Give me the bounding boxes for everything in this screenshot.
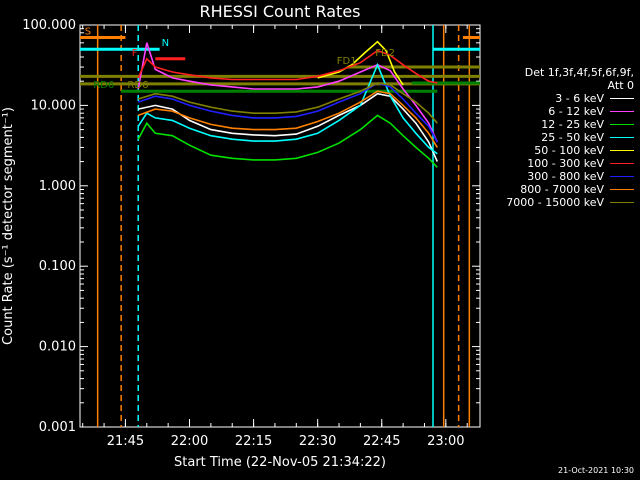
legend-header-line-1: Det 1f,3f,4f,5f,6f,9f, <box>524 66 634 79</box>
y-tick-label: 1.000 <box>39 179 76 194</box>
y-tick-label: 0.010 <box>39 340 76 355</box>
flag-annotation: RD6 <box>93 80 114 91</box>
flag-annotation: FD2 <box>375 48 395 59</box>
legend-item: 12 - 25 keV <box>486 118 634 131</box>
legend-label: 800 - 7000 keV <box>520 183 604 196</box>
legend-item: 25 - 50 keV <box>486 131 634 144</box>
flag-annotation: N <box>162 38 169 49</box>
legend-label: 300 - 800 keV <box>527 170 604 183</box>
legend-label: 6 - 12 keV <box>548 105 604 118</box>
legend-item: 300 - 800 keV <box>486 170 634 183</box>
series-line-0 <box>138 92 439 162</box>
legend-item: 800 - 7000 keV <box>486 183 634 196</box>
x-axis-label: Start Time (22-Nov-05 21:34:22) <box>174 455 386 470</box>
chart-title: RHESSI Count Rates <box>199 2 361 21</box>
series-line-5 <box>137 49 438 84</box>
legend-header-line-2: Att 0 <box>607 79 634 92</box>
series-line-4 <box>317 40 404 86</box>
legend-swatch <box>610 150 634 151</box>
legend-label: 100 - 300 keV <box>527 157 604 170</box>
x-tick-label: 22:45 <box>363 434 400 449</box>
legend-label: 25 - 50 keV <box>541 131 604 144</box>
series-line-2 <box>137 114 438 168</box>
x-tick-label: 22:00 <box>171 434 208 449</box>
y-axis-label: Count Rate (s⁻¹ detector segment⁻¹) <box>1 107 16 345</box>
flag-annotation: F <box>132 48 138 59</box>
x-tick-label: 22:15 <box>235 434 272 449</box>
legend-swatch <box>610 163 634 164</box>
series-line-8 <box>137 82 438 124</box>
series-line-6 <box>137 82 439 143</box>
y-tick-label: 0.100 <box>39 259 76 274</box>
legend-label: 12 - 25 keV <box>541 118 604 131</box>
legend-swatch <box>610 137 634 138</box>
flag-annotation: RD6 <box>127 80 148 91</box>
legend-item: 3 - 6 keV <box>486 92 634 105</box>
legend-swatch <box>610 189 634 190</box>
x-tick-label: 23:00 <box>427 434 464 449</box>
timestamp: 21-Oct-2021 10:30 <box>558 466 634 475</box>
y-tick-label: 100.000 <box>22 18 76 33</box>
legend-swatch <box>610 98 634 99</box>
y-tick-label: 10.000 <box>31 98 77 113</box>
series-line-3 <box>137 62 438 155</box>
legend-item: 100 - 300 keV <box>486 157 634 170</box>
legend-label: 7000 - 15000 keV <box>506 196 604 209</box>
flag-annotation: S <box>85 26 91 37</box>
legend-rows: 3 - 6 keV 6 - 12 keV 12 - 25 keV 25 - 50 ke… <box>486 92 634 209</box>
legend-item: 50 - 100 keV <box>486 144 634 157</box>
legend-swatch <box>610 176 634 177</box>
legend-swatch <box>610 202 634 203</box>
legend-item: 6 - 12 keV <box>486 105 634 118</box>
plot-frame <box>79 24 481 428</box>
y-tick-label: 0.001 <box>39 420 76 435</box>
legend-label: 3 - 6 keV <box>555 92 604 105</box>
legend-swatch <box>610 111 634 112</box>
legend: Det 1f,3f,4f,5f,6f,9f, Att 0 3 - 6 keV 6 … <box>486 66 634 209</box>
x-tick-label: 22:30 <box>299 434 336 449</box>
flag-annotation: FD1 <box>337 56 357 67</box>
series-line-1 <box>137 42 439 143</box>
legend-item: 7000 - 15000 keV <box>486 196 634 209</box>
legend-swatch <box>610 124 634 125</box>
series-line-7 <box>137 90 438 148</box>
x-tick-label: 21:45 <box>107 434 144 449</box>
legend-label: 50 - 100 keV <box>534 144 604 157</box>
